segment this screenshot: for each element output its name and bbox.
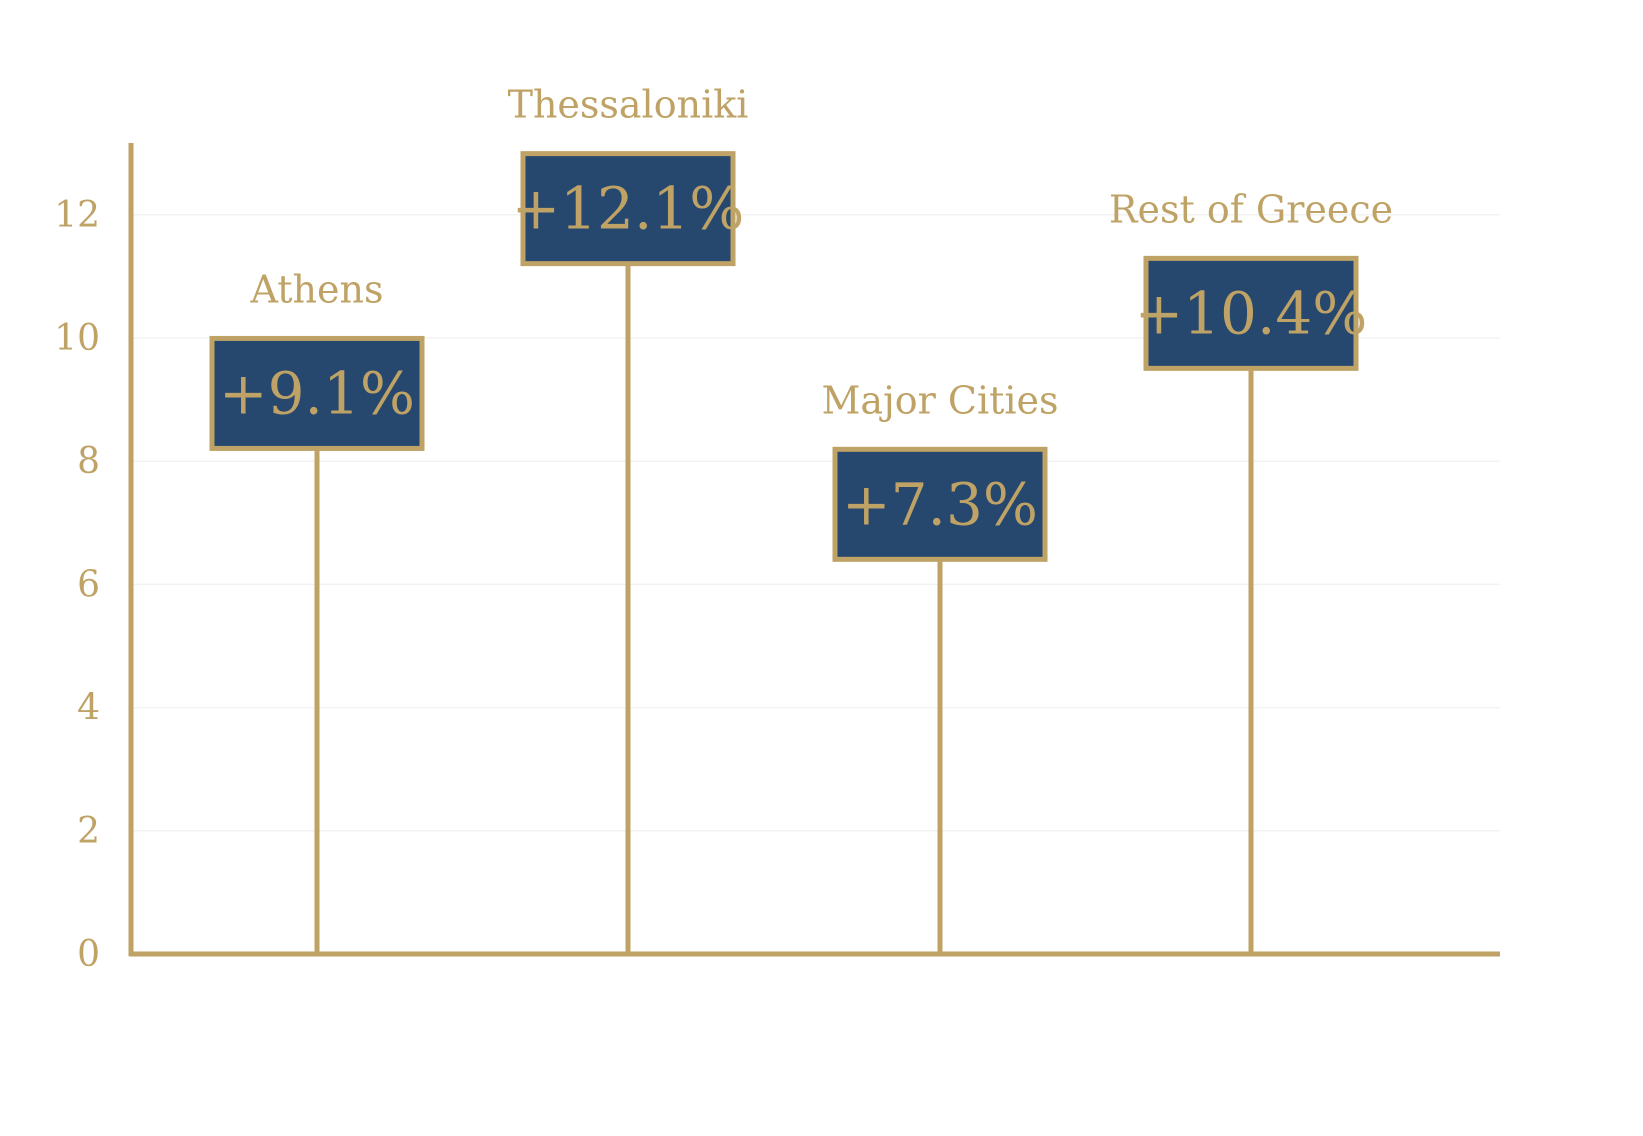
bar-value-label: +12.1% <box>512 175 745 243</box>
bar-value-label: +7.3% <box>842 470 1038 538</box>
category-label: Athens <box>250 267 384 311</box>
category-label: Major Cities <box>821 378 1058 422</box>
y-axis-ticks: 0 2 4 6 8 10 12 <box>54 195 100 975</box>
bar-group-2: +7.3% Major Cities <box>821 378 1059 954</box>
bar-value-box <box>1143 255 1359 371</box>
category-label: Rest of Greece <box>1109 187 1393 231</box>
bar-group-0: +9.1% Athens <box>209 267 425 954</box>
y-tick-label: 10 <box>54 318 100 359</box>
bars: +9.1% Athens +12.1% Thessaloniki +7.3% Major … <box>209 83 1393 954</box>
y-tick-label: 0 <box>77 934 100 975</box>
category-label: Thessaloniki <box>508 83 749 127</box>
bar-value-box <box>832 446 1048 562</box>
bar-value-box <box>520 151 736 267</box>
y-tick-label: 12 <box>54 195 100 236</box>
bar-value-box <box>209 335 425 451</box>
y-tick-label: 4 <box>77 688 100 729</box>
bar-value-label: +9.1% <box>219 359 415 427</box>
y-tick-label: 2 <box>77 811 100 852</box>
bar-group-1: +12.1% Thessaloniki <box>508 83 749 954</box>
y-tick-label: 6 <box>77 564 100 605</box>
y-tick-label: 8 <box>77 441 100 482</box>
bar-value-label: +10.4% <box>1135 279 1368 347</box>
bar-group-3: +10.4% Rest of Greece <box>1109 187 1393 954</box>
